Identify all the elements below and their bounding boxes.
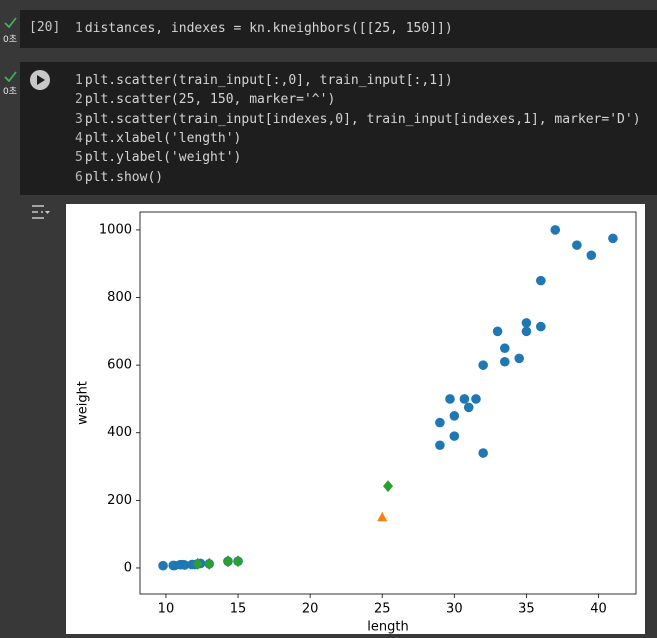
code-line: 2 plt.scatter(25, 150, marker='^') (75, 91, 335, 109)
x-tick-label: 30 (446, 602, 463, 617)
execution-count: [20] (29, 20, 61, 35)
scatter-point (521, 318, 532, 328)
x-tick-label: 15 (230, 602, 247, 617)
scatter-point (445, 394, 455, 404)
code-text: plt.ylabel('weight') (84, 150, 242, 166)
y-tick-label: 1000 (99, 222, 132, 237)
scatter-point (204, 557, 215, 570)
scatter-point (449, 431, 460, 441)
axes-frame (139, 211, 637, 595)
code-text: plt.xlabel('length') (84, 130, 242, 146)
code-line: 6 plt.show() (75, 169, 163, 187)
scatter-point (463, 402, 474, 413)
x-axis-label: length (367, 620, 408, 635)
x-tick-label: 35 (518, 602, 535, 617)
line-number: 4 (75, 130, 83, 146)
run-button[interactable] (28, 68, 52, 92)
line-number: 3 (75, 111, 83, 127)
x-tick-label: 10 (158, 602, 175, 617)
y-tick-label: 0 (124, 560, 132, 575)
scatter-point (471, 394, 481, 404)
y-tick-label: 200 (107, 493, 132, 508)
code-text: plt.scatter(train_input[indexes,0], trai… (84, 111, 641, 127)
line-number: 5 (75, 150, 83, 166)
line-number: 1 (75, 73, 83, 88)
code-line: 5 plt.ylabel('weight') (75, 149, 241, 167)
code-text: plt.show() (84, 169, 164, 185)
scatter-point (435, 440, 445, 451)
scatter-point (383, 480, 393, 493)
check-icon (4, 17, 17, 29)
scatter-point (459, 394, 470, 404)
run-time: 0초 (3, 87, 18, 97)
plot-output: 10 15 20 25 30 35 4002004006008001000lengthwei… (66, 204, 645, 634)
scatter-point (499, 356, 510, 367)
line-number: 6 (75, 169, 83, 185)
scatter-point (158, 560, 168, 571)
line-number: 1 (75, 21, 83, 36)
scatter-point (233, 555, 244, 568)
scatter-point (478, 360, 488, 370)
scatter-point (521, 326, 532, 337)
x-tick-label: 20 (302, 602, 319, 617)
code-text: plt.scatter(25, 150, marker='^') (84, 92, 336, 108)
scatter-point (179, 560, 190, 570)
x-tick-label: 40 (590, 602, 607, 617)
scatter-point (586, 250, 597, 261)
code-line: 3 plt.scatter(train_input[indexes,0], tra… (75, 111, 641, 129)
code-text: distances, indexes = kn.kneighbors([[25,… (84, 21, 453, 36)
code-text: plt.scatter(train_input[:,0], train_inpu… (84, 73, 453, 88)
code-cell[interactable] (20, 62, 657, 195)
y-tick-label: 600 (107, 358, 132, 373)
scatter-point (449, 411, 460, 421)
output-menu-icon[interactable] (30, 203, 52, 221)
code-cell[interactable] (20, 10, 657, 48)
scatter-point (499, 343, 510, 354)
scatter-point (192, 557, 203, 570)
scatter-point (222, 555, 233, 568)
scatter-point (572, 240, 582, 250)
scatter-point (536, 275, 546, 286)
line-number: 2 (75, 92, 83, 108)
scatter-point (536, 321, 546, 332)
code-line: 1 distances, indexes = kn.kneighbors([[25… (75, 20, 453, 38)
y-tick-label: 800 (107, 290, 132, 305)
run-time: 0초 (3, 35, 18, 45)
code-line: 1 plt.scatter(train_input[:,0], train_inp… (75, 72, 453, 90)
status-icons (4, 17, 17, 83)
scatter-point (550, 225, 561, 235)
code-line: 4 plt.xlabel('length') (75, 130, 241, 148)
y-axis-label: weight (76, 381, 91, 425)
scatter-point (608, 233, 618, 244)
scatter-point (435, 417, 445, 428)
check-icon (4, 71, 17, 83)
scatter-point (377, 511, 388, 522)
x-tick-label: 25 (374, 602, 391, 617)
scatter-point (492, 326, 503, 337)
scatter-point (478, 448, 488, 458)
y-tick-label: 400 (107, 425, 132, 440)
scatter-point (514, 353, 525, 364)
